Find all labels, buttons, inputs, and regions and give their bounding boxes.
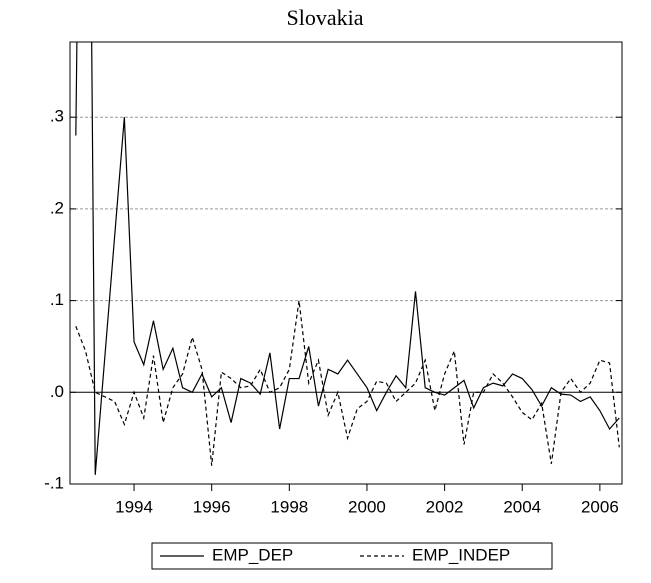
chart-title: Slovakia [287, 5, 364, 30]
x-tick-label: 1996 [193, 497, 231, 516]
y-tick-label: -.1 [44, 473, 64, 492]
x-tick-label: 2004 [503, 497, 541, 516]
y-tick-label: .0 [50, 382, 64, 401]
y-tick-label: .2 [50, 198, 64, 217]
legend-label: EMP_INDEP [412, 545, 510, 564]
y-tick-label: .1 [50, 290, 64, 309]
x-tick-label: 2002 [426, 497, 464, 516]
x-tick-label: 1994 [115, 497, 153, 516]
y-tick-label: .3 [50, 107, 64, 126]
legend [151, 542, 553, 570]
series-line [75, 42, 620, 475]
x-tick-label: 2006 [581, 497, 619, 516]
x-tick-label: 1998 [270, 497, 308, 516]
series-line [75, 300, 620, 466]
x-tick-label: 2000 [348, 497, 386, 516]
plot-frame [69, 41, 623, 485]
legend-label: EMP_DEP [212, 545, 293, 564]
